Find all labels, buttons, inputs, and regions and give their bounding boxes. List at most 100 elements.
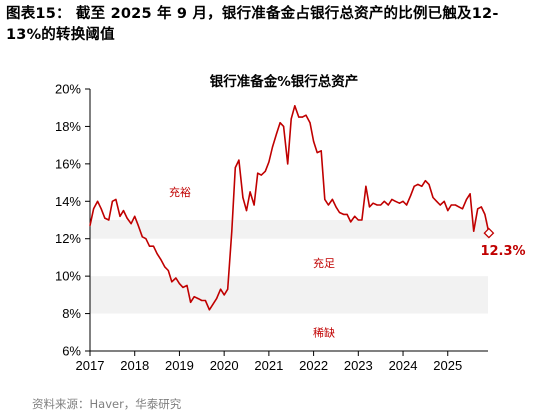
data-point <box>227 288 229 290</box>
x-tick-label: 2018 <box>120 358 149 373</box>
regime-band-upper <box>90 220 488 239</box>
data-point <box>234 167 236 169</box>
data-point <box>178 283 180 285</box>
data-point <box>223 294 225 296</box>
data-point <box>152 245 155 247</box>
data-point <box>275 133 278 135</box>
data-point <box>137 225 139 227</box>
data-point <box>298 116 300 118</box>
data-point <box>313 140 315 142</box>
data-point <box>119 215 121 217</box>
data-point <box>301 116 303 118</box>
data-point <box>287 163 289 165</box>
regime-label-1: 充足 <box>313 256 335 270</box>
data-point <box>134 215 136 217</box>
data-point <box>193 296 195 298</box>
data-point <box>450 204 452 206</box>
data-point <box>335 206 337 208</box>
data-point <box>465 198 468 200</box>
source-note: 资料来源：Haver，华泰研究 <box>32 397 182 411</box>
data-point <box>122 210 125 212</box>
data-point <box>383 200 385 202</box>
data-point <box>290 118 292 120</box>
end-value-label: 12.3% <box>480 244 525 259</box>
x-tick-label: 2024 <box>389 358 418 373</box>
y-tick-label: 8% <box>62 306 81 321</box>
data-point <box>231 230 233 232</box>
data-point <box>268 161 270 163</box>
data-point <box>160 258 162 260</box>
data-point <box>428 183 430 185</box>
data-point <box>461 208 464 210</box>
data-point <box>257 172 259 174</box>
data-point <box>197 298 199 300</box>
data-point <box>391 198 393 200</box>
regime-band-lower <box>90 276 488 314</box>
data-point <box>89 225 91 227</box>
regime-bands <box>90 220 488 314</box>
data-point <box>338 211 341 214</box>
data-point <box>454 204 456 206</box>
data-point <box>387 204 389 206</box>
data-point <box>361 219 363 221</box>
data-point <box>141 236 143 238</box>
x-tick-label: 2017 <box>76 358 105 373</box>
data-point <box>249 191 251 193</box>
data-point <box>253 204 255 206</box>
data-point <box>324 198 326 200</box>
data-point <box>365 185 367 187</box>
data-point <box>484 213 486 215</box>
data-point <box>410 195 412 197</box>
data-point <box>201 299 203 302</box>
data-point <box>93 208 95 210</box>
data-point <box>283 125 285 127</box>
x-tick-label: 2022 <box>299 358 328 373</box>
data-point <box>458 206 460 208</box>
data-point <box>175 277 177 279</box>
data-point <box>126 217 128 219</box>
y-tick-label: 20% <box>55 82 81 97</box>
data-point <box>417 183 419 185</box>
data-point <box>204 299 206 302</box>
data-point <box>108 219 110 221</box>
data-point <box>350 221 352 223</box>
data-point <box>238 159 240 161</box>
data-point <box>104 217 106 219</box>
data-point <box>216 298 218 300</box>
data-point <box>212 303 214 305</box>
data-point <box>346 213 348 215</box>
figure-title: 图表15： 截至 2025 年 9 月，银行准备金占银行总资产的比例已触及12-… <box>6 6 499 43</box>
y-tick-label: 6% <box>62 344 81 359</box>
data-point <box>357 219 359 221</box>
end-marker <box>483 227 495 239</box>
data-point <box>182 286 184 288</box>
series-group <box>89 105 495 311</box>
data-point <box>115 198 117 200</box>
data-point <box>294 105 296 107</box>
axes <box>89 89 488 352</box>
data-point <box>372 202 374 204</box>
data-point <box>309 122 311 124</box>
data-point <box>469 193 471 195</box>
y-tick-label: 16% <box>55 156 81 171</box>
data-point <box>406 204 408 206</box>
data-point <box>413 185 415 187</box>
data-point <box>320 150 322 152</box>
data-point <box>186 284 188 287</box>
data-point <box>111 200 113 202</box>
data-point <box>443 200 445 202</box>
data-point <box>354 215 356 217</box>
data-point <box>164 266 166 268</box>
y-tick-label: 10% <box>55 269 81 284</box>
x-axis-ticks: 2017 2018 2019 2020 2021 2022 2023 2024 2025 <box>76 351 462 373</box>
data-point <box>432 196 434 199</box>
data-point <box>436 200 438 202</box>
data-point <box>380 204 382 206</box>
data-point <box>343 213 345 215</box>
data-point <box>130 223 132 225</box>
x-tick-label: 2020 <box>210 358 239 373</box>
data-point <box>376 204 378 206</box>
data-point <box>145 238 147 240</box>
data-point <box>148 245 151 247</box>
